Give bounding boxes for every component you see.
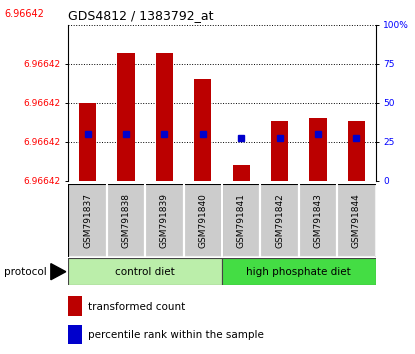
Text: protocol: protocol — [4, 267, 47, 277]
Text: high phosphate diet: high phosphate diet — [247, 267, 351, 277]
Bar — [156, 53, 173, 181]
Text: transformed count: transformed count — [88, 302, 186, 312]
Text: GDS4812 / 1383792_at: GDS4812 / 1383792_at — [68, 9, 214, 22]
Bar — [117, 53, 135, 181]
Bar — [194, 79, 212, 181]
Bar — [68, 258, 222, 285]
Text: GSM791843: GSM791843 — [313, 193, 322, 248]
Polygon shape — [51, 264, 66, 280]
Bar — [348, 121, 365, 181]
Text: GSM791839: GSM791839 — [160, 193, 169, 248]
Text: control diet: control diet — [115, 267, 175, 277]
Text: 6.96642: 6.96642 — [4, 9, 44, 19]
Bar — [271, 121, 288, 181]
Text: GSM791844: GSM791844 — [352, 193, 361, 248]
Bar — [145, 184, 184, 257]
Text: GSM791837: GSM791837 — [83, 193, 92, 248]
Text: GSM791842: GSM791842 — [275, 193, 284, 248]
Text: GSM791840: GSM791840 — [198, 193, 208, 248]
Bar — [68, 184, 107, 257]
Text: GSM791841: GSM791841 — [237, 193, 246, 248]
Bar — [183, 184, 222, 257]
Bar — [337, 184, 376, 257]
Bar — [261, 184, 299, 257]
Bar — [299, 184, 337, 257]
Text: GSM791838: GSM791838 — [122, 193, 131, 248]
Bar — [68, 325, 82, 344]
Bar — [232, 165, 250, 181]
Bar — [107, 184, 145, 257]
Bar — [309, 118, 327, 181]
Bar — [222, 184, 261, 257]
Bar — [222, 258, 376, 285]
Bar — [68, 296, 82, 316]
Text: percentile rank within the sample: percentile rank within the sample — [88, 330, 264, 340]
Bar — [79, 103, 96, 181]
